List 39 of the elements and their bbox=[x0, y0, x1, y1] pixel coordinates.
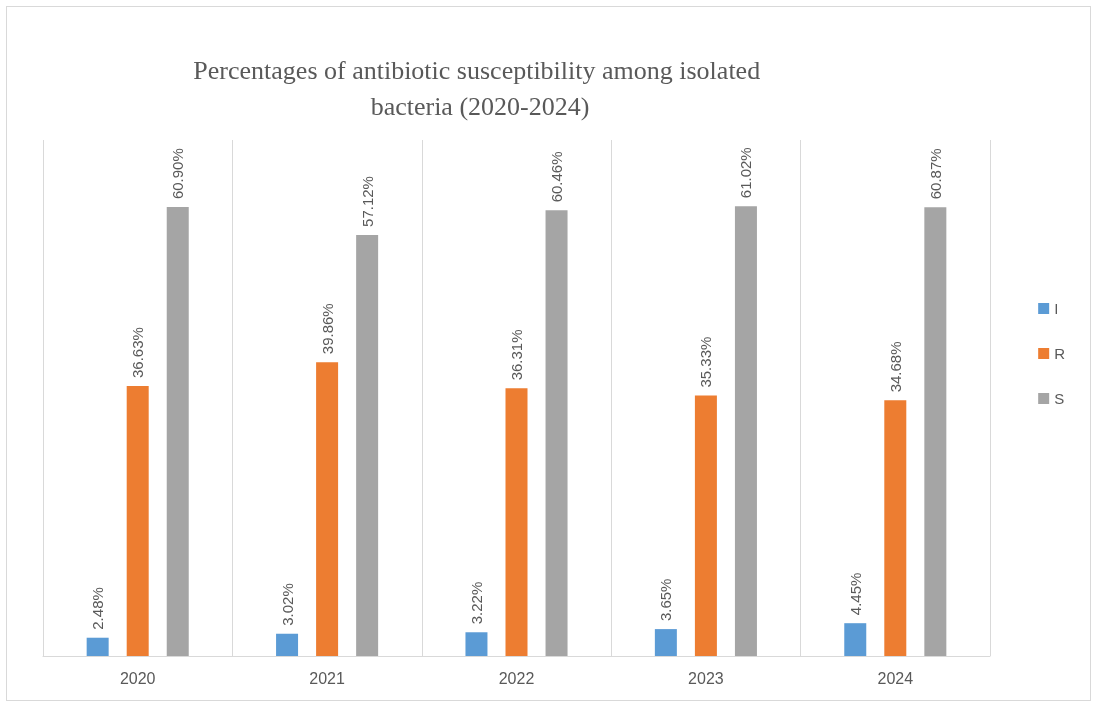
legend-label: R bbox=[1054, 345, 1066, 362]
legend-label: I bbox=[1054, 300, 1059, 317]
data-label: 60.46% bbox=[548, 151, 566, 203]
x-tick-label: 2023 bbox=[688, 669, 724, 687]
data-label: 4.45% bbox=[846, 572, 864, 616]
bar bbox=[166, 207, 189, 656]
data-label: 3.22% bbox=[467, 581, 485, 625]
bar bbox=[654, 629, 677, 656]
x-tick-label: 2024 bbox=[877, 669, 914, 687]
data-label: 2.48% bbox=[89, 587, 107, 630]
bar bbox=[316, 362, 339, 656]
bar bbox=[86, 637, 109, 656]
bar bbox=[884, 400, 907, 656]
bar bbox=[126, 385, 149, 656]
data-label: 3.65% bbox=[657, 578, 675, 622]
data-label: 36.31% bbox=[508, 329, 525, 381]
data-label: 36.63% bbox=[129, 327, 147, 378]
bar bbox=[924, 207, 947, 656]
x-tick-label: 2020 bbox=[119, 669, 156, 687]
bar bbox=[734, 206, 757, 656]
x-tick-label: 2022 bbox=[498, 669, 535, 687]
data-label: 61.02% bbox=[737, 147, 755, 199]
bar bbox=[465, 632, 488, 656]
data-label: 60.90% bbox=[169, 148, 187, 200]
bar bbox=[844, 623, 867, 656]
legend-label: S bbox=[1054, 390, 1065, 407]
data-label: 39.86% bbox=[318, 303, 336, 355]
x-tick-label: 2021 bbox=[309, 669, 345, 687]
data-label: 60.87% bbox=[926, 148, 944, 200]
bar bbox=[356, 234, 379, 656]
data-label: 34.68% bbox=[886, 341, 904, 393]
data-label: 35.33% bbox=[697, 336, 715, 388]
bar bbox=[505, 388, 528, 656]
data-label: 3.02% bbox=[278, 583, 296, 626]
chart-title: Percentages of antibiotic susceptibility among isolated bacteria (2020-2024) bbox=[193, 55, 767, 121]
bar bbox=[276, 633, 299, 656]
data-label: 57.12% bbox=[358, 176, 376, 227]
bar bbox=[694, 395, 717, 656]
bar bbox=[545, 210, 568, 656]
